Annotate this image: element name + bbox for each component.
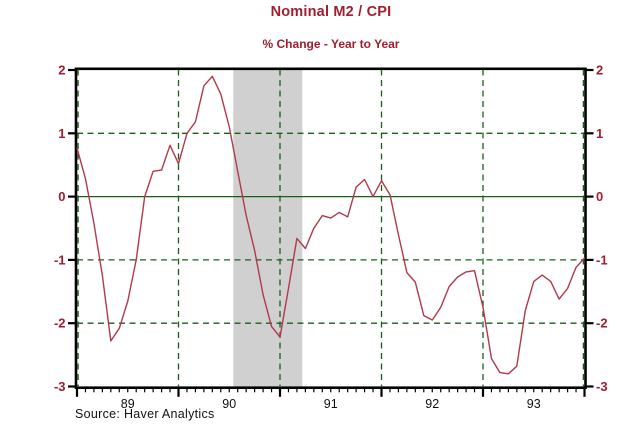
y-tick-label-right: -2 [596, 316, 608, 331]
x-tick-label: 93 [527, 397, 541, 411]
data-line [76, 75, 586, 375]
y-tick-label-left: 1 [58, 126, 65, 141]
recession-band [233, 69, 303, 387]
y-tick-label-right: -1 [596, 252, 608, 267]
y-tick-label-right: -3 [596, 379, 608, 394]
source-note: Source: Haver Analytics [75, 407, 215, 421]
x-tick-label: 90 [222, 397, 236, 411]
y-tick-label-left: 2 [58, 63, 65, 78]
y-tick-label-right: 1 [596, 126, 603, 141]
y-tick-label-left: -2 [54, 316, 66, 331]
x-tick-label: 89 [121, 397, 135, 411]
y-tick-label-left: -3 [54, 379, 66, 394]
y-tick-label-right: 2 [596, 63, 603, 78]
chart-subtitle: % Change - Year to Year [262, 37, 400, 51]
y-tick-label-right: 0 [596, 189, 603, 204]
x-tick-label: 92 [425, 397, 439, 411]
chart-title: Nominal M2 / CPI [270, 4, 392, 20]
y-tick-label-left: 0 [58, 189, 65, 204]
y-tick-label-left: -1 [54, 252, 66, 267]
plot-border [74, 67, 587, 389]
x-tick-label: 91 [324, 397, 338, 411]
